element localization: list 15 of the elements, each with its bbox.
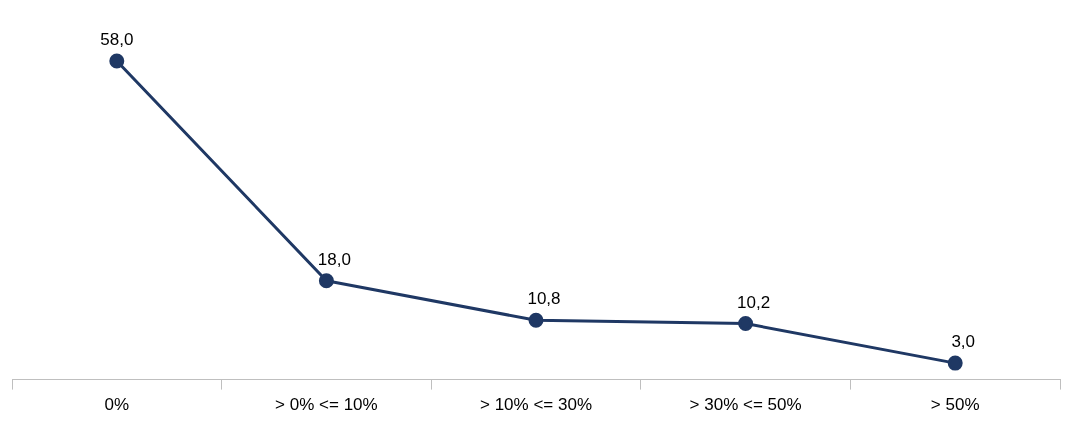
x-tick-label: > 0% <= 10% bbox=[275, 395, 378, 415]
data-label: 10,8 bbox=[527, 289, 561, 309]
point bbox=[738, 316, 754, 332]
point bbox=[109, 53, 125, 69]
x-tick-label: > 10% <= 30% bbox=[479, 395, 593, 415]
x-tick-label: 0% bbox=[104, 395, 130, 415]
point bbox=[947, 355, 963, 371]
data-label: 10,2 bbox=[737, 292, 771, 312]
x-tick-label: > 30% <= 50% bbox=[689, 395, 802, 415]
data-label: 3,0 bbox=[951, 332, 976, 352]
point bbox=[318, 273, 334, 289]
x-tick-label: > 50% bbox=[930, 395, 980, 415]
data-label: 58,0 bbox=[100, 30, 134, 50]
point bbox=[528, 312, 544, 328]
data-label: 18,0 bbox=[317, 249, 351, 269]
